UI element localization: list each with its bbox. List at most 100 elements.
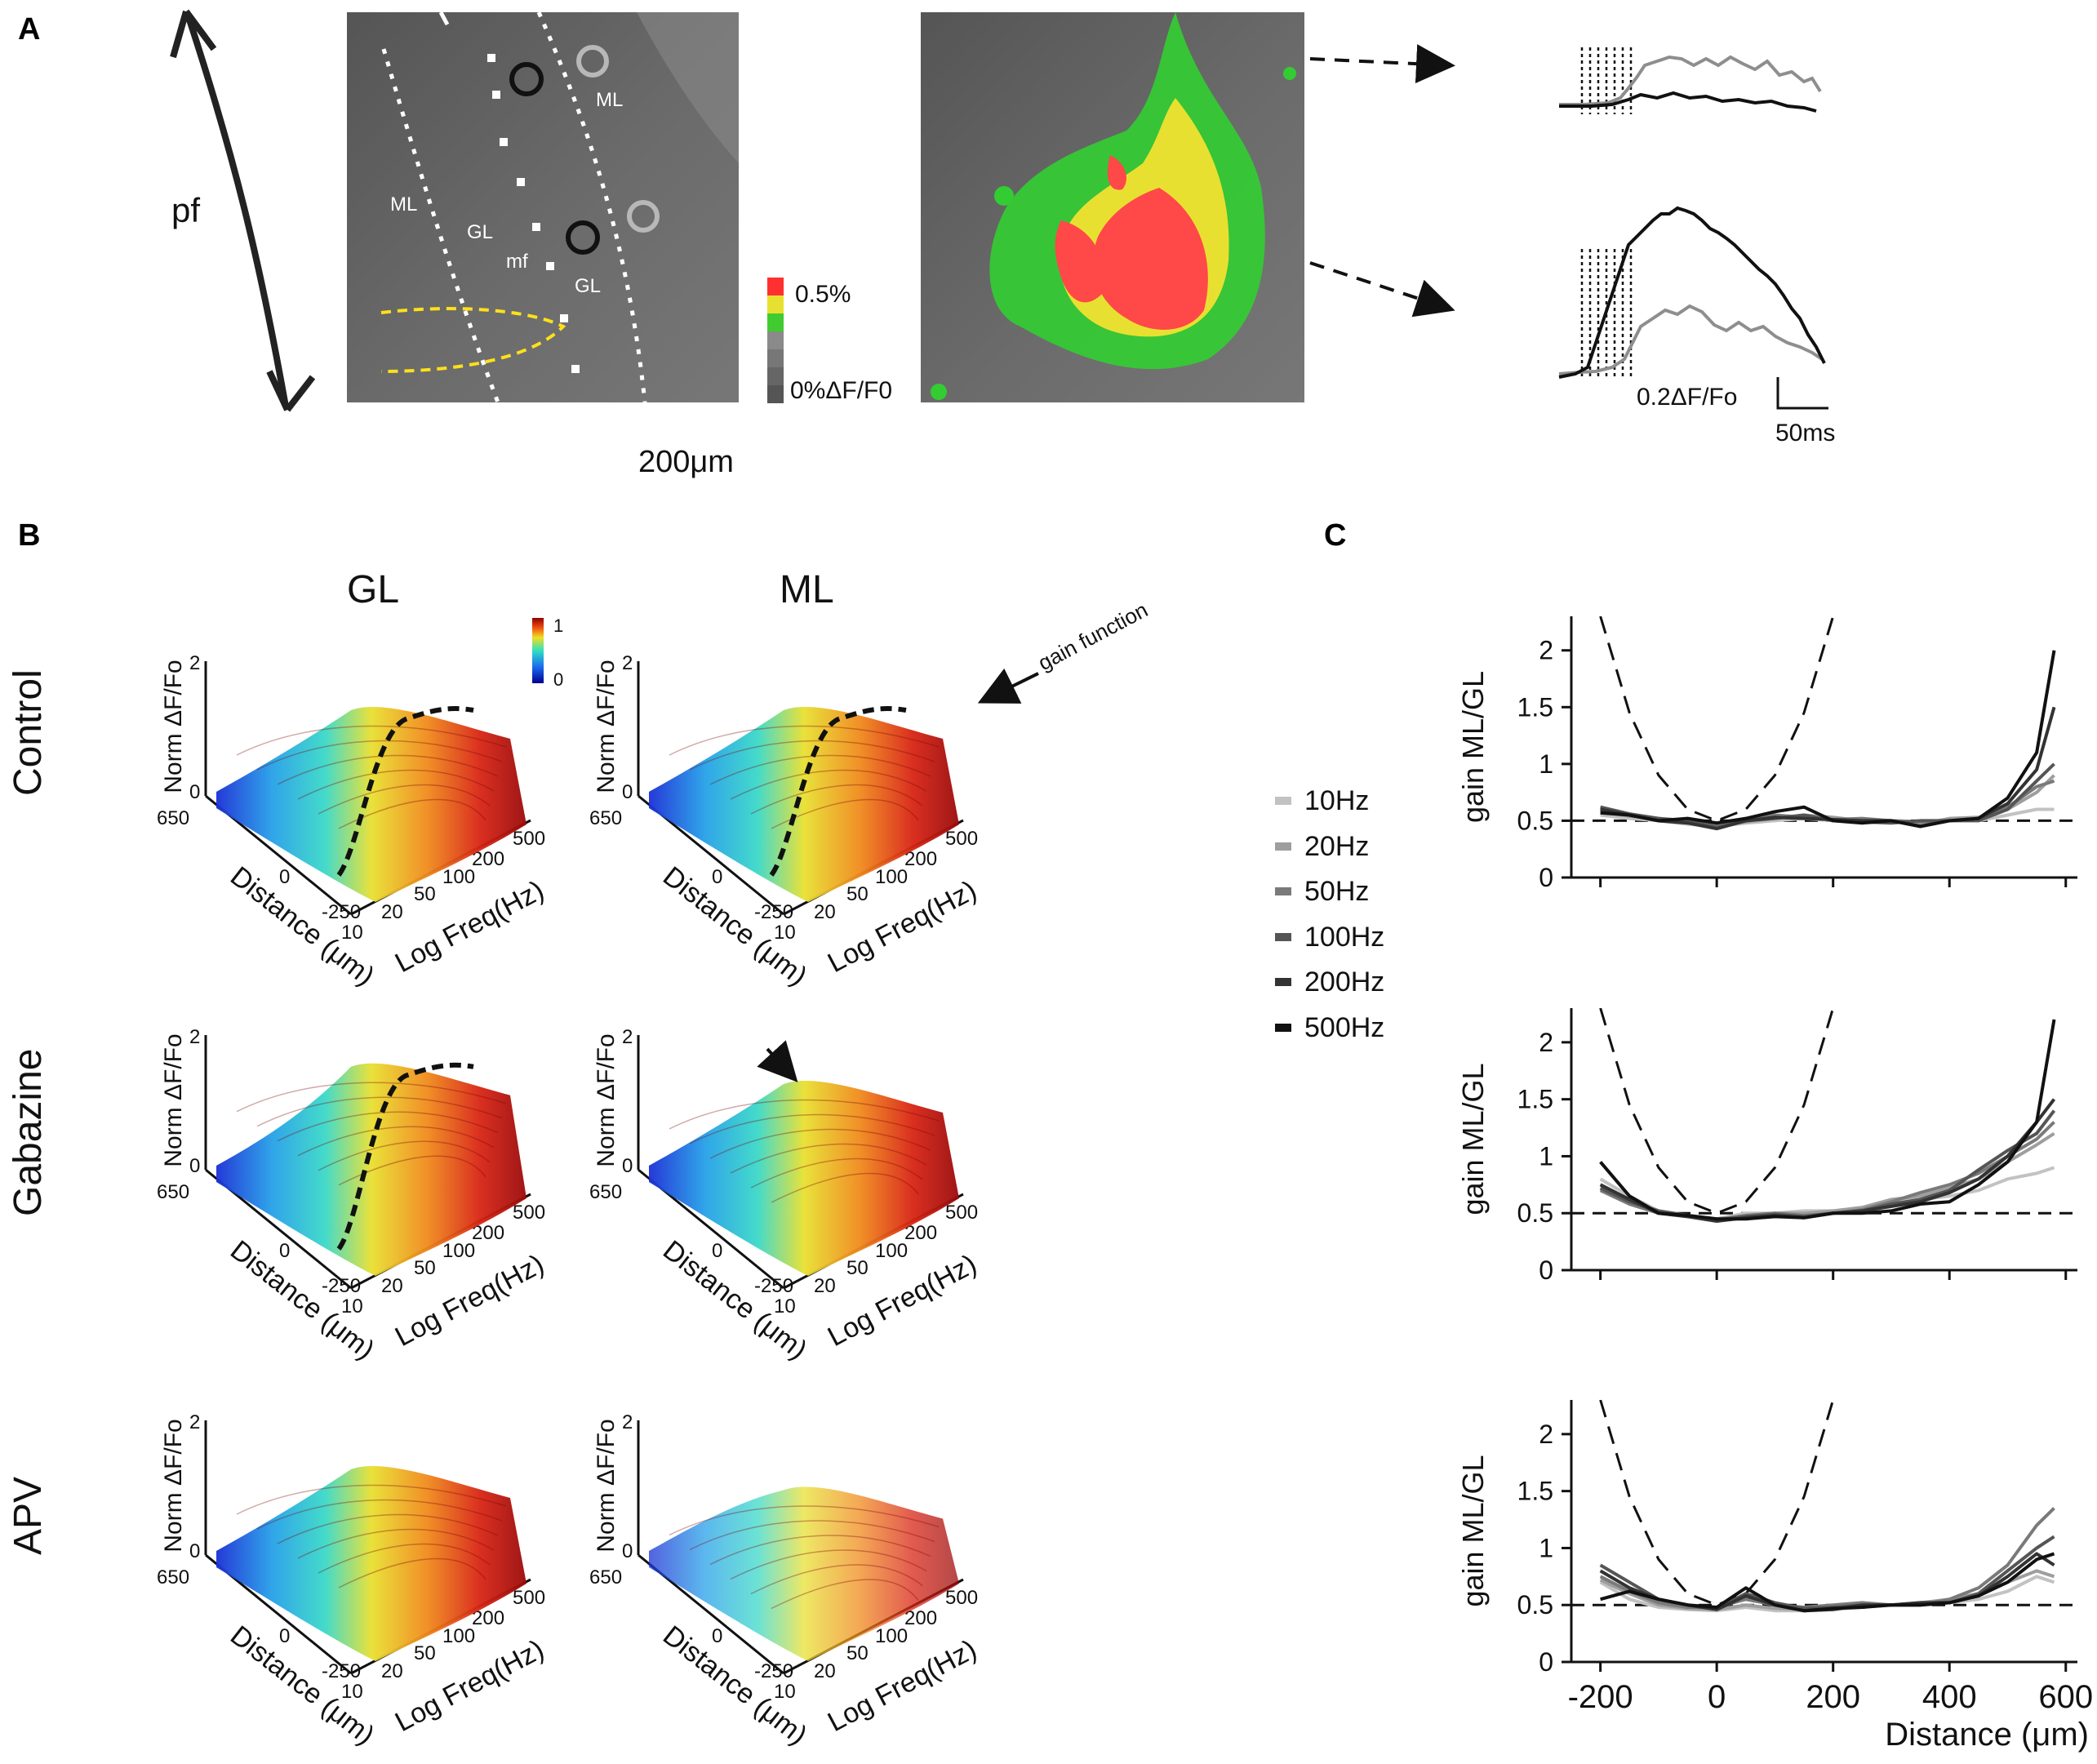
freq-tick-label: 20 (814, 1275, 836, 1297)
series-line-200hz (1599, 1098, 2056, 1223)
surface-ridge (709, 1128, 931, 1159)
label-ml-top: ML (596, 89, 623, 111)
series-line-50hz (1599, 1507, 2055, 1610)
freq-tick-label: 10 (774, 922, 796, 944)
z-tick-label: 2 (189, 652, 200, 674)
trace-scale-x-label: 50ms (1775, 420, 1835, 447)
z-tick-label: 2 (622, 652, 633, 674)
legend-label-200hz: 200Hz (1304, 966, 1384, 998)
x-tick-label: -200 (1568, 1679, 1633, 1715)
gain-function-arrow (977, 668, 1039, 704)
distance-tick-label: 650 (589, 807, 622, 829)
surface-colorbar (532, 618, 544, 683)
y-tick-label: 0.5 (1517, 1590, 1553, 1620)
label-mf: mf (506, 251, 528, 273)
pf-label: pf (171, 191, 200, 229)
surface-ridge (771, 1172, 919, 1203)
series-line-100hz (1599, 1109, 2056, 1222)
microscope-image (347, 11, 739, 403)
y-tick-label: 0 (1539, 1647, 1553, 1677)
freq-tick-label: 20 (814, 1660, 836, 1682)
x-tick-label: 0 (1708, 1679, 1726, 1715)
freq-tick-label: 10 (774, 1681, 796, 1703)
legend-item-20hz: 20Hz (1275, 831, 1369, 862)
freq-tick-label: 20 (814, 901, 836, 923)
row-title-apv: APV (7, 1477, 50, 1555)
panel-label-a: A (18, 12, 40, 47)
surface-ridge (256, 1096, 503, 1127)
surface-ridge (256, 1499, 503, 1530)
freq-tick-label: 20 (381, 901, 403, 923)
surface-body (649, 1080, 959, 1276)
freq-tick-label: 100 (442, 1625, 475, 1647)
y-axis-label: gain ML/GL (1456, 1063, 1490, 1215)
legend-item-50hz: 50Hz (1275, 876, 1369, 907)
parabola-group (1599, 1008, 1835, 1215)
freq-tick-label: 500 (945, 1587, 978, 1609)
z-axis-label: Norm ΔF/Fo (160, 660, 187, 793)
y-tick-label: 0.5 (1517, 806, 1553, 835)
distance-tick-label: -250 (754, 901, 793, 923)
panel-label-c: C (1324, 518, 1346, 553)
surface-ridge (730, 769, 927, 800)
series-line-500hz (1600, 1552, 2055, 1613)
column-title-ml: ML (780, 568, 834, 611)
y-tick-label: 2 (1539, 1420, 1553, 1449)
distance-tick-label: -250 (754, 1660, 793, 1682)
gain-function-curve (336, 706, 474, 877)
freq-tick-label: 500 (513, 828, 545, 850)
surface-ridge (750, 1564, 923, 1595)
surface-ridge (750, 784, 923, 815)
freq-tick-label: 10 (341, 1681, 363, 1703)
distance-tick-label: 650 (157, 1566, 189, 1588)
row-title-control: Control (7, 669, 50, 796)
freq-tick-label: 50 (846, 883, 869, 905)
freq-tick-label: 50 (414, 1257, 436, 1279)
z-axis-label: Norm ΔF/Fo (160, 1033, 187, 1166)
surface-ridge (236, 1484, 507, 1515)
y-tick-label: 0 (1539, 1255, 1553, 1285)
surface-ridge (669, 1099, 940, 1130)
distance-tick-label: 650 (157, 1181, 189, 1203)
freq-tick-label: 100 (875, 1625, 908, 1647)
y-axis-label: gain ML/GL (1456, 671, 1490, 823)
parabola-curve (1599, 1400, 1835, 1606)
legend-item-100hz: 100Hz (1275, 922, 1384, 953)
surface-ridge (750, 1157, 923, 1189)
surface-ridge (318, 1140, 491, 1171)
freq-tick-label: 50 (414, 1642, 436, 1664)
surface-ridge (730, 1549, 927, 1580)
y-tick-label: 0 (1539, 863, 1553, 892)
y-tick-label: 0.5 (1517, 1198, 1553, 1228)
legend-label-20hz: 20Hz (1304, 831, 1369, 862)
freq-tick-label: 100 (875, 866, 908, 888)
freq-tick-label: 20 (381, 1660, 403, 1682)
series-line-500hz (1600, 650, 2056, 829)
surface-ridge (297, 1528, 495, 1559)
z-tick-label: 0 (622, 781, 633, 803)
freq-tick-label: 10 (341, 922, 363, 944)
distance-tick-label: -250 (754, 1275, 793, 1297)
y-tick-label: 1.5 (1517, 1477, 1553, 1506)
freq-tick-label: 500 (513, 1202, 545, 1224)
surface-body (216, 1465, 526, 1661)
legend-label-50hz: 50Hz (1304, 876, 1369, 907)
legend-item-10hz: 10Hz (1275, 785, 1369, 816)
legend-item-500hz: 500Hz (1275, 1012, 1384, 1043)
freq-tick-label: 500 (945, 828, 978, 850)
scale-bar-label: 200μm (638, 445, 734, 479)
surface-colorbar-max: 1 (553, 615, 563, 636)
distance-tick-label: -250 (322, 1660, 361, 1682)
pf-arrow (170, 9, 316, 412)
column-title-gl: GL (347, 568, 399, 611)
freq-tick-label: 500 (945, 1202, 978, 1224)
surface-ridge (669, 725, 940, 756)
z-tick-label: 0 (189, 1540, 200, 1562)
z-tick-label: 0 (189, 781, 200, 803)
